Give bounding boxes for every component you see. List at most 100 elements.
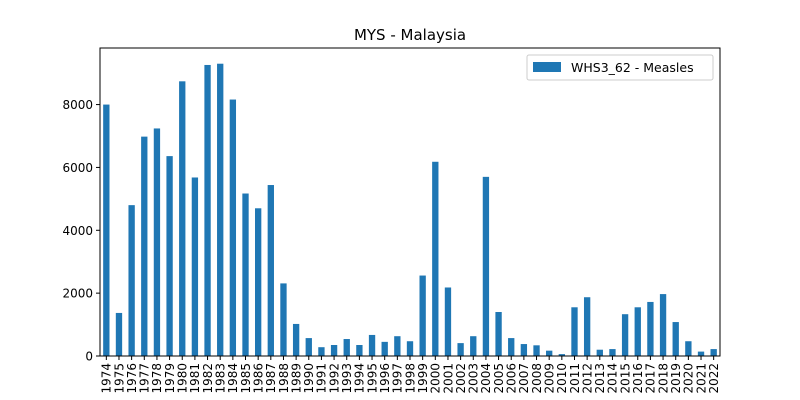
bar-1982 — [204, 64, 211, 356]
bar-1991 — [318, 347, 325, 356]
x-tick-label-1995: 1995 — [365, 363, 379, 394]
x-tick-label-2015: 2015 — [618, 363, 632, 394]
x-tick-label-1990: 1990 — [302, 363, 316, 394]
bar-2019 — [672, 322, 679, 356]
x-tick-label-2006: 2006 — [505, 363, 519, 394]
x-tick-label-1980: 1980 — [176, 363, 190, 394]
x-tick-label-1996: 1996 — [378, 363, 392, 394]
bar-2002 — [457, 343, 464, 356]
x-tick-label-2001: 2001 — [441, 363, 455, 394]
x-tick-label-2022: 2022 — [707, 363, 721, 394]
bar-2022 — [710, 349, 717, 356]
bar-1992 — [330, 345, 338, 356]
x-tick-label-2017: 2017 — [644, 363, 658, 394]
x-tick-label-1999: 1999 — [416, 363, 430, 394]
x-tick-label-2014: 2014 — [606, 363, 620, 394]
bar-1989 — [292, 323, 300, 356]
bar-2010 — [558, 354, 565, 356]
x-tick-label-2009: 2009 — [542, 363, 556, 394]
plot-frame — [99, 47, 721, 357]
bar-2011 — [571, 307, 578, 356]
bar-1974 — [103, 104, 110, 356]
bar-1986 — [255, 208, 262, 356]
legend: WHS3_62 - Measles — [526, 54, 714, 81]
y-tick-label: 6000 — [62, 161, 93, 175]
x-tick-label-1988: 1988 — [277, 363, 291, 394]
x-axis: 1974197519761977197819791980198119821983… — [100, 356, 721, 394]
chart-title: MYS - Malaysia — [354, 26, 466, 44]
x-tick-label-2002: 2002 — [454, 363, 468, 394]
bar-1977 — [141, 136, 148, 356]
x-tick-label-2018: 2018 — [656, 363, 670, 394]
bar-1998 — [406, 341, 414, 356]
x-tick-label-2007: 2007 — [517, 363, 531, 394]
x-tick-label-2005: 2005 — [492, 363, 506, 394]
x-tick-label-2011: 2011 — [568, 363, 582, 394]
bar-2021 — [697, 351, 705, 356]
x-tick-label-1984: 1984 — [226, 363, 240, 394]
x-tick-label-1983: 1983 — [214, 363, 228, 394]
x-tick-label-1985: 1985 — [239, 363, 253, 394]
bar-1980 — [179, 81, 186, 357]
x-tick-label-2021: 2021 — [694, 363, 708, 394]
x-tick-label-1992: 1992 — [327, 363, 341, 394]
bar-2012 — [583, 297, 591, 356]
bar-2001 — [444, 287, 452, 356]
bar-2015 — [621, 314, 629, 356]
bar-2008 — [533, 345, 540, 356]
bar-2005 — [495, 312, 502, 356]
y-tick-label: 2000 — [62, 287, 93, 301]
bar-1975 — [115, 312, 123, 356]
x-tick-label-1976: 1976 — [125, 363, 139, 394]
x-tick-label-2004: 2004 — [479, 363, 493, 394]
bar-2000 — [432, 161, 439, 356]
bar-2004 — [482, 176, 490, 356]
y-tick-label: 4000 — [62, 224, 93, 238]
x-tick-label-1974: 1974 — [100, 363, 114, 394]
legend-box — [526, 54, 714, 81]
bar-1976 — [128, 205, 135, 356]
bar-2007 — [520, 344, 528, 356]
x-tick-label-1982: 1982 — [201, 363, 215, 394]
y-tick-label: 0 — [85, 350, 93, 364]
x-tick-label-1998: 1998 — [403, 363, 417, 394]
bar-1993 — [343, 339, 350, 356]
x-tick-label-2008: 2008 — [530, 363, 544, 394]
bar-1995 — [368, 334, 376, 356]
x-tick-label-1987: 1987 — [264, 363, 278, 394]
bar-1983 — [217, 63, 224, 356]
bar-2006 — [508, 338, 515, 356]
y-tick-label: 8000 — [62, 98, 93, 112]
x-tick-label-1989: 1989 — [289, 363, 303, 394]
x-tick-label-2016: 2016 — [631, 363, 645, 394]
bar-1987 — [267, 185, 274, 356]
x-tick-label-1993: 1993 — [340, 363, 354, 394]
bar-1996 — [381, 341, 388, 356]
x-tick-label-1979: 1979 — [163, 363, 177, 394]
x-tick-label-1994: 1994 — [353, 363, 367, 394]
x-tick-label-2000: 2000 — [429, 363, 443, 394]
bar-1985 — [242, 193, 249, 356]
bar-2016 — [634, 307, 641, 356]
bar-2014 — [609, 349, 616, 356]
bar-2009 — [546, 350, 553, 356]
bar-1988 — [280, 283, 287, 356]
bar-1994 — [356, 345, 363, 356]
bar-2003 — [470, 336, 477, 356]
y-axis: 0 2000 4000 6000 8000 — [62, 98, 100, 364]
x-tick-label-1997: 1997 — [391, 363, 405, 394]
x-tick-label-2012: 2012 — [580, 363, 594, 394]
x-tick-label-2010: 2010 — [555, 363, 569, 394]
legend-label: WHS3_62 - Measles — [571, 60, 694, 75]
legend-swatch — [533, 62, 561, 72]
x-tick-label-1977: 1977 — [138, 363, 152, 394]
bars-group — [103, 63, 717, 357]
x-tick-label-2003: 2003 — [467, 363, 481, 394]
bar-1981 — [191, 177, 199, 356]
bar-1999 — [419, 275, 426, 356]
x-tick-label-2013: 2013 — [593, 363, 607, 394]
bar-2017 — [647, 301, 654, 356]
bar-1984 — [229, 99, 237, 357]
x-tick-label-2020: 2020 — [682, 363, 696, 394]
